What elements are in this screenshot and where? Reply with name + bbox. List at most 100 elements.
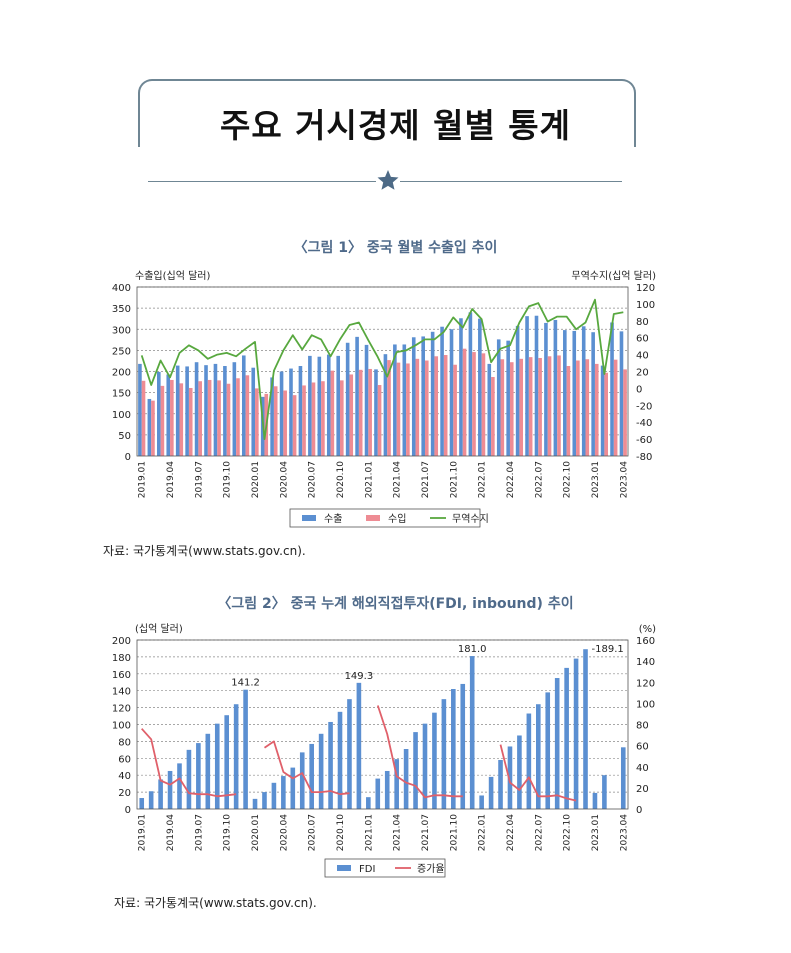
bar-secondary [472,352,476,456]
y2-axis-title: (%) [639,624,656,635]
legend-swatch [366,515,380,521]
bar-primary [355,336,359,456]
y-tick-label: 250 [112,346,131,357]
y-tick-label: 0 [125,452,131,463]
bar-primary [554,678,560,809]
bar-primary [479,795,484,809]
legend-label: FDI [359,864,375,875]
bar-primary [602,775,607,809]
bar-primary [366,797,371,809]
x-tick-label: 2020.04 [279,814,289,851]
legend-box [324,858,446,878]
legend-swatch [302,515,316,521]
bar-primary [441,699,447,809]
bar-primary [375,778,381,809]
bar-secondary [576,360,580,456]
bar-primary [308,355,312,456]
bar-secondary [255,388,259,456]
bar-primary [298,366,303,456]
y2-tick-label: 60 [636,334,649,345]
bar-secondary [613,359,618,456]
legend-label: 수출 [324,513,342,525]
y2-tick-label: 80 [636,317,649,328]
bar-secondary [207,379,212,456]
bar-secondary [321,381,325,456]
y-tick-label: 140 [112,687,131,698]
bar-primary [281,776,286,809]
y2-tick-label: -40 [636,418,652,429]
bar-primary [564,667,569,809]
bar-primary [337,711,343,809]
bar-primary [507,746,513,809]
bar-secondary [170,379,174,456]
bar-primary [620,747,626,809]
bar-primary [148,791,154,809]
bar-primary [262,792,267,809]
bar-primary [610,322,614,456]
bar-secondary [358,369,363,456]
y2-tick-label: 40 [636,351,649,362]
y-tick-label: 400 [112,283,131,294]
y-axis-title: (십억 달러) [135,623,183,635]
bar-secondary [434,356,439,456]
x-tick-label: 2021.10 [449,814,459,851]
y-tick-label: 20 [118,788,131,799]
x-tick-label: 2019.01 [138,814,148,851]
bar-primary [459,318,463,456]
bar-primary [592,792,598,809]
bar-secondary [585,359,590,456]
bar-secondary [273,386,278,456]
x-tick-label: 2020.10 [336,814,346,851]
x-tick-label: 2020.04 [279,461,289,498]
bar-secondary [424,360,429,456]
bar-primary [572,330,577,456]
bar-primary [544,322,548,456]
bar-secondary [377,385,382,456]
bar-primary [403,749,409,809]
bar-secondary [245,375,250,456]
x-tick-label: 2019.10 [223,814,233,851]
bar-primary [422,723,428,809]
plot-frame [136,286,629,457]
x-tick-label: 2022.07 [534,814,544,851]
bar-primary [451,689,456,809]
bar-secondary [160,385,165,456]
page-title: 주요 거시경제 월별 통계 [219,106,572,145]
y-tick-label: 150 [112,389,131,400]
bar-secondary [519,358,524,456]
bar-primary [393,344,397,456]
x-tick-label: 2020.10 [336,461,346,498]
bar-primary [515,325,520,456]
bar-primary [279,371,284,456]
y2-tick-label: 160 [636,636,655,647]
bar-primary [328,721,333,809]
bar-primary [478,318,482,456]
bar-primary [299,752,305,809]
y-tick-label: 350 [112,304,131,315]
y2-tick-label: 120 [636,283,655,294]
bar-primary [383,354,388,456]
bar-primary [158,779,163,809]
bar-primary [347,699,352,809]
plot-frame [136,639,629,810]
x-tick-label: 2020.07 [308,814,318,851]
bar-primary [290,767,296,809]
bar-secondary [151,400,155,456]
x-tick-label: 2020.01 [251,814,261,851]
bar-secondary [406,363,410,456]
bar-secondary [340,380,344,456]
bar-secondary [443,355,448,456]
legend-label: 증가율 [417,863,445,875]
bar-primary [553,319,558,456]
x-tick-label: 2019.07 [194,461,204,498]
bar-primary [177,763,182,809]
bar-primary [317,356,322,456]
bar-secondary [368,368,372,456]
bar-primary [460,683,466,809]
y2-axis-title: 무역수지(십억 달러) [571,270,656,282]
x-tick-label: 2023.04 [619,814,629,851]
bar-primary [421,336,425,456]
x-tick-label: 2022.01 [478,814,488,851]
bar-primary [534,315,539,456]
y-tick-label: 120 [112,704,131,715]
